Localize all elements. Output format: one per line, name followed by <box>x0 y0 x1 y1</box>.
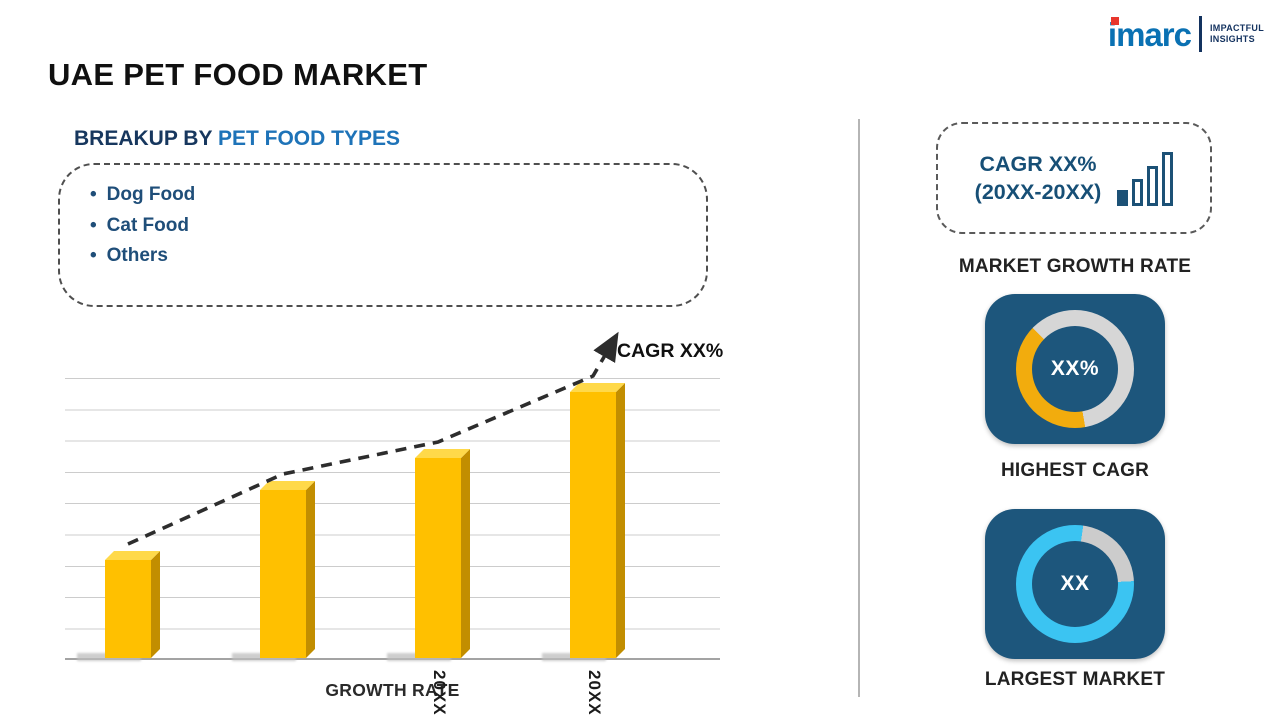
logo-tagline: IMPACTFUL INSIGHTS <box>1210 23 1264 45</box>
breakup-heading-highlight: PET FOOD TYPES <box>217 127 400 150</box>
bar-front-face <box>260 490 306 658</box>
trend-dashed-line <box>127 331 619 546</box>
list-item: Dog Food <box>90 180 706 211</box>
page-title: UAE PET FOOD MARKET <box>48 57 428 92</box>
bar-front-face <box>105 560 151 658</box>
list-item: Cat Food <box>90 211 706 242</box>
bar-label: 20XX <box>584 670 604 716</box>
cagr-box-line2: (20XX-20XX) <box>974 180 1102 204</box>
bar-front-face <box>570 392 616 658</box>
bar-front-face <box>415 458 461 658</box>
breakup-heading: BREAKUP BY PET FOOD TYPES <box>74 127 400 151</box>
largest-market-value: XX <box>1060 572 1090 595</box>
bar-chart-icon-bar2 <box>1132 179 1144 206</box>
vertical-divider <box>858 119 860 697</box>
cagr-box-text: CAGR XX% (20XX-20XX) <box>975 150 1102 206</box>
cagr-box: CAGR XX% (20XX-20XX) <box>936 122 1212 234</box>
bar-chart-icon-bar4 <box>1162 152 1174 206</box>
logo-divider <box>1198 16 1202 52</box>
imarc-logo: imarc IMPACTFUL INSIGHTS <box>1108 16 1264 52</box>
breakup-heading-prefix: BREAKUP BY <box>74 127 218 150</box>
caption-largest-market: LARGEST MARKET <box>984 669 1166 690</box>
chart-x-axis-label: GROWTH RATE <box>325 680 460 700</box>
bar-chart-icon <box>1117 150 1174 206</box>
cagr-box-line1: CAGR XX% <box>979 152 1097 176</box>
logo-tagline-line1: IMPACTFUL <box>1209 23 1264 33</box>
caption-market-growth-rate: MARKET GROWTH RATE <box>958 256 1192 277</box>
highest-cagr-value: XX% <box>1050 357 1100 380</box>
list-item: Others <box>90 241 706 272</box>
bar-chart-icon-bar1 <box>1117 190 1129 206</box>
trend-arrow <box>127 331 619 546</box>
growth-rate-bar-chart: 20XX 20XX CAGR XX% GROWTH RATE <box>65 330 724 716</box>
largest-market-card: XX <box>985 509 1165 659</box>
bar-chart-icon-bar3 <box>1147 166 1159 206</box>
bar-label: 20XX <box>429 670 449 716</box>
highest-cagr-donut-chart: XX% <box>1016 310 1134 428</box>
highest-cagr-card: XX% <box>985 294 1165 444</box>
cagr-trend-label: CAGR XX% <box>617 340 724 362</box>
breakup-box: Dog FoodCat FoodOthers <box>58 163 708 307</box>
logo-red-dot-icon <box>1110 17 1119 25</box>
caption-highest-cagr: HIGHEST CAGR <box>1000 460 1150 481</box>
largest-market-donut-chart: XX <box>1016 525 1134 643</box>
breakup-list: Dog FoodCat FoodOthers <box>60 180 706 272</box>
logo-brand-text: imarc <box>1107 15 1192 53</box>
logo-tagline-line2: INSIGHTS <box>1209 34 1255 44</box>
